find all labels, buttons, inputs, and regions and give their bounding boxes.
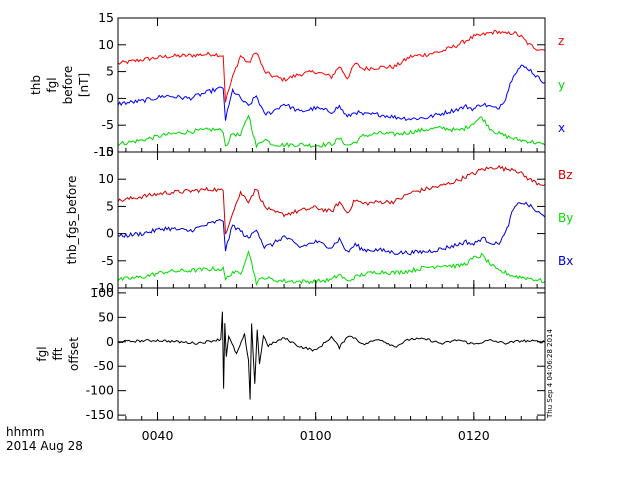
- y-axis-label-line: thb_fgs_before: [65, 176, 79, 265]
- legend-label-y: y: [558, 78, 565, 92]
- panel-frame: [117, 151, 546, 289]
- y-tick-label: -5: [102, 253, 114, 268]
- y-tick-label: 5: [106, 198, 114, 213]
- legend-label-z: z: [558, 34, 564, 48]
- y-axis-label-line: fgl: [45, 77, 59, 92]
- y-tick-label: 10: [98, 171, 114, 186]
- panel-frame: [117, 17, 546, 153]
- y-axis-label-line: fgl: [35, 346, 49, 361]
- x-tick-label: 0120: [458, 428, 490, 443]
- y-tick-label: -100: [86, 383, 114, 398]
- y-axis-label-line: before: [61, 66, 75, 105]
- y-axis-label-line: thb: [29, 75, 43, 95]
- y-tick-label: -10: [94, 280, 114, 295]
- series-line-by: [118, 249, 545, 287]
- x-tick-label: 0100: [300, 428, 332, 443]
- y-axis-label-line: fft: [51, 347, 65, 360]
- panel-1: z y x -10 -5 0 5 10 15 thb fgl before [nT]: [29, 10, 565, 159]
- y-tick-label: 100: [90, 285, 114, 300]
- timestamp-label: Thu Sep 4 04:06:28 2014: [546, 329, 554, 419]
- y-tick-label: 15: [98, 144, 114, 159]
- y-tick-label: 50: [98, 309, 114, 324]
- y-tick-label: -5: [102, 117, 114, 132]
- x-tick-label: 0040: [142, 428, 174, 443]
- time-unit-label: hhmm: [6, 425, 45, 439]
- date-label: 2014 Aug 28: [6, 439, 83, 453]
- series-line-x: [118, 64, 545, 121]
- y-axis-label-line: offset: [67, 337, 81, 371]
- y-tick-label: 15: [98, 10, 114, 25]
- series-line-bz: [118, 164, 545, 235]
- y-tick-label: -150: [86, 407, 114, 422]
- panel-2: Bz By Bx -10 -5 0 5 10 15 thb_fgs_before: [65, 144, 573, 295]
- panel-3: -150 -100 -50 0 50 100 fgl fft offset: [35, 285, 546, 422]
- legend-label-by: By: [558, 211, 573, 225]
- panel-frame: [117, 287, 546, 421]
- series-line-y: [118, 114, 545, 149]
- y-tick-label: -50: [94, 358, 114, 373]
- series-line-z: [118, 29, 545, 103]
- legend-label-bz: Bz: [558, 168, 573, 182]
- y-tick-label: 0: [106, 90, 114, 105]
- series-line-bx: [118, 201, 545, 256]
- y-tick-label: 0: [106, 226, 114, 241]
- legend-label-x: x: [558, 121, 565, 135]
- y-axis-label-line: [nT]: [77, 73, 91, 97]
- y-tick-label: -10: [94, 144, 114, 159]
- y-tick-label: 10: [98, 37, 114, 52]
- y-tick-label: 5: [106, 64, 114, 79]
- legend-label-bx: Bx: [558, 254, 573, 268]
- y-tick-label: 0: [106, 334, 114, 349]
- series-line-trace: [118, 311, 545, 400]
